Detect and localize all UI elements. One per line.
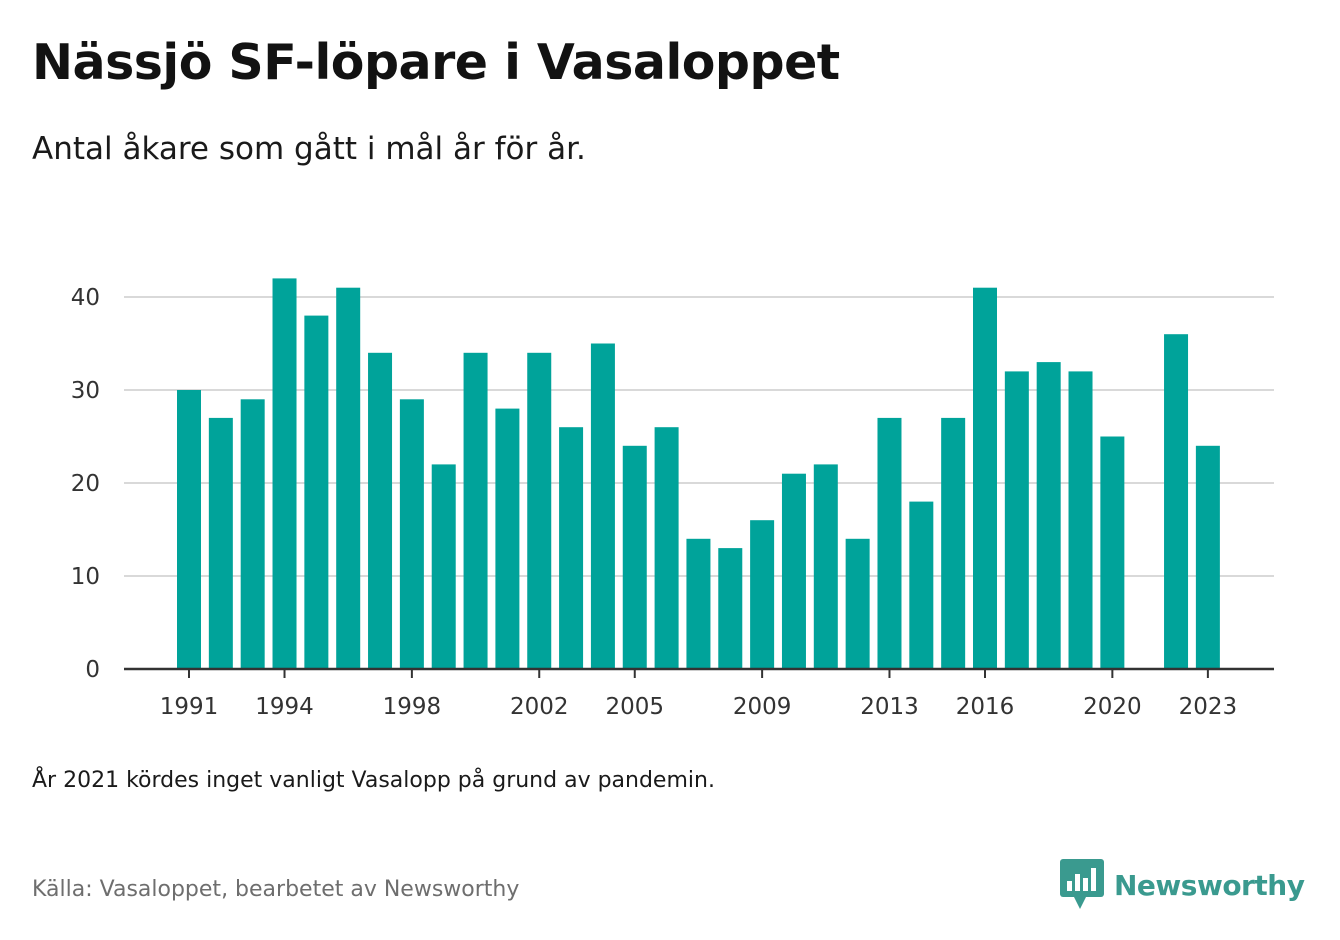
x-tick-label: 1998 [383, 694, 442, 720]
bar [304, 315, 329, 669]
x-tick-label: 2020 [1083, 694, 1142, 720]
x-tick-label: 2005 [605, 694, 664, 720]
y-tick-label: 30 [71, 378, 100, 404]
bar [941, 417, 966, 669]
bar [463, 352, 488, 669]
bar [718, 548, 743, 669]
y-tick-label: 20 [71, 471, 100, 497]
bar [431, 464, 456, 669]
bar [686, 538, 711, 669]
newsworthy-logo-icon [1060, 859, 1104, 909]
x-tick-label: 1991 [160, 694, 219, 720]
bar [1164, 334, 1189, 669]
bar [973, 287, 997, 669]
bar [336, 287, 361, 669]
axes: 0 10 20 30 40 1991 1994 1998 2002 2005 2009 2013 201… [71, 285, 1274, 720]
bar [845, 538, 870, 669]
bar [877, 417, 902, 669]
x-tick-label: 2002 [510, 694, 569, 720]
bar [909, 501, 934, 669]
x-tick-label: 2013 [860, 694, 919, 720]
x-tick-label: 2023 [1179, 694, 1238, 720]
footnote: År 2021 kördes inget vanligt Vasalopp på… [32, 768, 715, 793]
bar [177, 390, 201, 669]
y-tick-label: 0 [85, 657, 100, 683]
x-tick-label: 2009 [733, 694, 792, 720]
bar [590, 343, 615, 669]
source-credit: Källa: Vasaloppet, bearbetet av Newswort… [32, 877, 520, 902]
bar [654, 427, 679, 669]
bar [399, 399, 424, 669]
bar [1195, 445, 1220, 669]
bar [1068, 371, 1093, 669]
bar [495, 408, 520, 669]
bar [1036, 362, 1061, 669]
bar [272, 278, 297, 669]
bars [177, 278, 1220, 669]
bar [368, 352, 393, 669]
y-tick-label: 10 [71, 564, 100, 590]
chart-subtitle: Antal åkare som gått i mål år för år. [32, 131, 586, 167]
bar [559, 427, 584, 669]
brand-logo: Newsworthy [1060, 859, 1305, 911]
x-tick-label: 2016 [956, 694, 1015, 720]
bar [750, 520, 775, 669]
bar [813, 464, 838, 669]
bar [781, 473, 806, 669]
bar [1004, 371, 1029, 669]
bar [208, 417, 233, 669]
x-tick-label: 1994 [255, 694, 314, 720]
chart-title: Nässjö SF-löpare i Vasaloppet [32, 34, 840, 91]
bar [1100, 436, 1125, 669]
bar [622, 445, 647, 669]
y-tick-label: 40 [71, 285, 100, 311]
bar-chart: 0 10 20 30 40 1991 1994 1998 2002 2005 2009 2013 201… [71, 278, 1274, 720]
bar [527, 352, 552, 669]
bar [240, 399, 265, 669]
brand-name: Newsworthy [1114, 868, 1305, 902]
